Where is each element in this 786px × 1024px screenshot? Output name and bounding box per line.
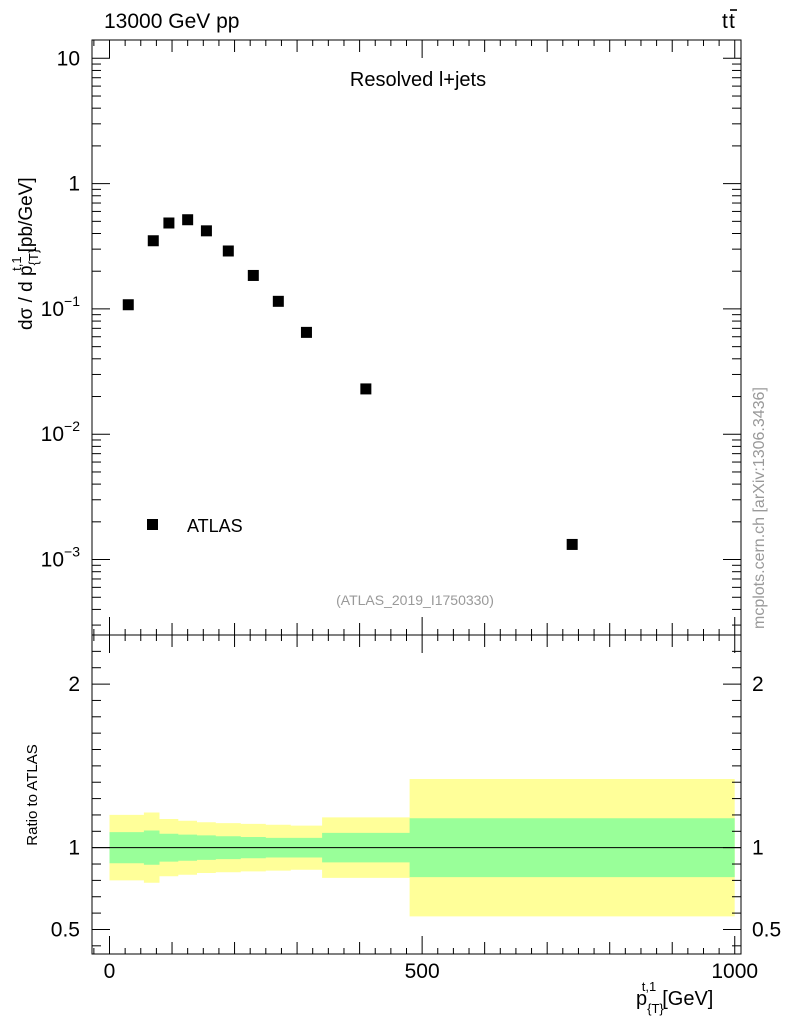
data-point [163, 217, 175, 229]
ratio-y-axis-label: Ratio to ATLAS [24, 744, 41, 845]
data-point [122, 299, 134, 311]
y-axis-title: dσ / d p{T}t,1 [pb/GeV] [9, 177, 41, 330]
x-axis-title-sub: {T} [647, 1001, 664, 1016]
x-axis-label: p{T} t,1 [GeV] [636, 979, 713, 1016]
legend-marker [147, 519, 158, 530]
data-point [200, 225, 212, 237]
main-y-tick-label: 10 [57, 47, 80, 70]
data-point [247, 269, 259, 281]
x-tick-label: 1000 [711, 960, 758, 983]
main-y-ticks: 10 1 10−1 10−2 10−3 [41, 47, 741, 626]
x-tick-label: 0 [104, 960, 116, 983]
x-tick-label: 500 [405, 960, 440, 983]
ratio-y-ticks: 0.5 0.5 1 1 2 2 [51, 650, 781, 947]
ratio-panel: 0.5 0.5 1 1 2 2 Ratio to ATLAS [24, 634, 781, 955]
ratio-frame [91, 634, 742, 955]
process-label-base: t [722, 10, 728, 33]
main-y-tick-label: 10−3 [41, 544, 81, 572]
main-frame [91, 39, 742, 636]
y-axis-title-unit: [pb/GeV] [16, 177, 37, 252]
ratio-y-tick-label-right: 0.5 [752, 918, 781, 941]
data-point [360, 383, 372, 395]
y-axis-title-sup: t,1 [9, 256, 24, 270]
energy-label: 13000 GeV pp [104, 10, 239, 33]
data-point [566, 538, 578, 550]
x-axis-title: p{T} t,1 [GeV] [636, 979, 713, 1016]
y-axis-title-prefix: dσ / d p [16, 265, 37, 330]
data-point [272, 295, 284, 307]
x-axis-ticks: 0 500 1000 [93, 40, 758, 983]
x-axis-title-sup: t,1 [642, 979, 656, 994]
main-panel: Resolved l+jets (ATLAS_2019_I1750330) 10… [9, 39, 742, 636]
x-axis-title-unit: [GeV] [662, 988, 713, 1010]
legend-label: ATLAS [187, 516, 243, 536]
analysis-id: (ATLAS_2019_I1750330) [336, 592, 494, 608]
ratio-y-tick-label-left: 0.5 [51, 918, 80, 941]
ratio-y-tick-label-right: 2 [752, 673, 764, 696]
watermark-text: mcplots.cern.ch [arXiv:1306.3436] [751, 387, 768, 629]
main-y-tick-label: 1 [68, 173, 80, 196]
x-axis-title-base: p [636, 988, 647, 1010]
main-y-axis-label: dσ / d p{T}t,1 [pb/GeV] [9, 177, 41, 330]
main-y-tick-label: 10−1 [41, 293, 81, 321]
data-point [147, 235, 159, 247]
main-y-tick-label: 10−2 [41, 418, 81, 446]
data-point [182, 214, 194, 226]
chart-title: Resolved l+jets [350, 69, 486, 91]
process-label: t t [722, 9, 737, 33]
legend: ATLAS [147, 516, 243, 536]
data-point [300, 326, 312, 338]
data-point [222, 245, 234, 257]
ratio-y-tick-label-left: 1 [68, 837, 80, 860]
data-markers [122, 214, 578, 550]
y-axis-title-sub: {T} [26, 248, 41, 265]
ratio-y-tick-label-left: 2 [68, 673, 80, 696]
process-label-bar: t [729, 10, 735, 33]
ratio-y-tick-label-right: 1 [752, 837, 764, 860]
